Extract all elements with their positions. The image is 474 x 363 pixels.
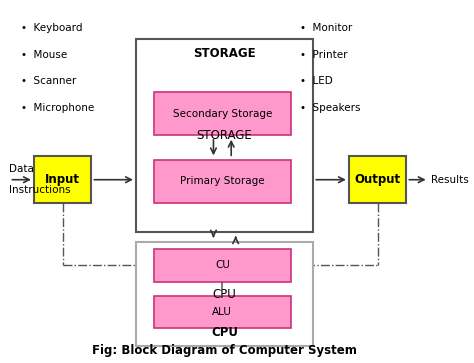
Text: Secondary Storage: Secondary Storage — [173, 109, 272, 119]
Text: CPU: CPU — [213, 287, 237, 301]
Text: Data: Data — [9, 164, 34, 174]
Text: STORAGE: STORAGE — [193, 48, 256, 61]
Text: CPU: CPU — [211, 326, 238, 339]
Text: CU: CU — [215, 261, 230, 270]
Text: STORAGE: STORAGE — [197, 129, 253, 142]
Text: •  Printer: • Printer — [300, 50, 347, 60]
Text: Fig: Block Diagram of Computer System: Fig: Block Diagram of Computer System — [92, 344, 357, 357]
Text: •  Speakers: • Speakers — [300, 103, 360, 113]
Text: Output: Output — [355, 173, 401, 186]
Text: Input: Input — [45, 173, 80, 186]
Text: •  Mouse: • Mouse — [20, 50, 67, 60]
Text: •  LED: • LED — [300, 77, 333, 86]
FancyBboxPatch shape — [154, 160, 291, 203]
Text: Instructions: Instructions — [9, 185, 71, 195]
Text: •  Monitor: • Monitor — [300, 23, 352, 33]
Text: •  Microphone: • Microphone — [20, 103, 94, 113]
FancyBboxPatch shape — [349, 156, 406, 203]
Text: Results: Results — [431, 175, 469, 185]
Text: •  Scanner: • Scanner — [20, 77, 76, 86]
FancyBboxPatch shape — [34, 156, 91, 203]
FancyBboxPatch shape — [136, 38, 313, 232]
Text: •  Keyboard: • Keyboard — [20, 23, 82, 33]
Text: ALU: ALU — [212, 307, 232, 317]
FancyBboxPatch shape — [154, 296, 291, 328]
FancyBboxPatch shape — [154, 92, 291, 135]
Text: Primary Storage: Primary Storage — [180, 176, 264, 187]
FancyBboxPatch shape — [136, 242, 313, 346]
FancyBboxPatch shape — [154, 249, 291, 282]
